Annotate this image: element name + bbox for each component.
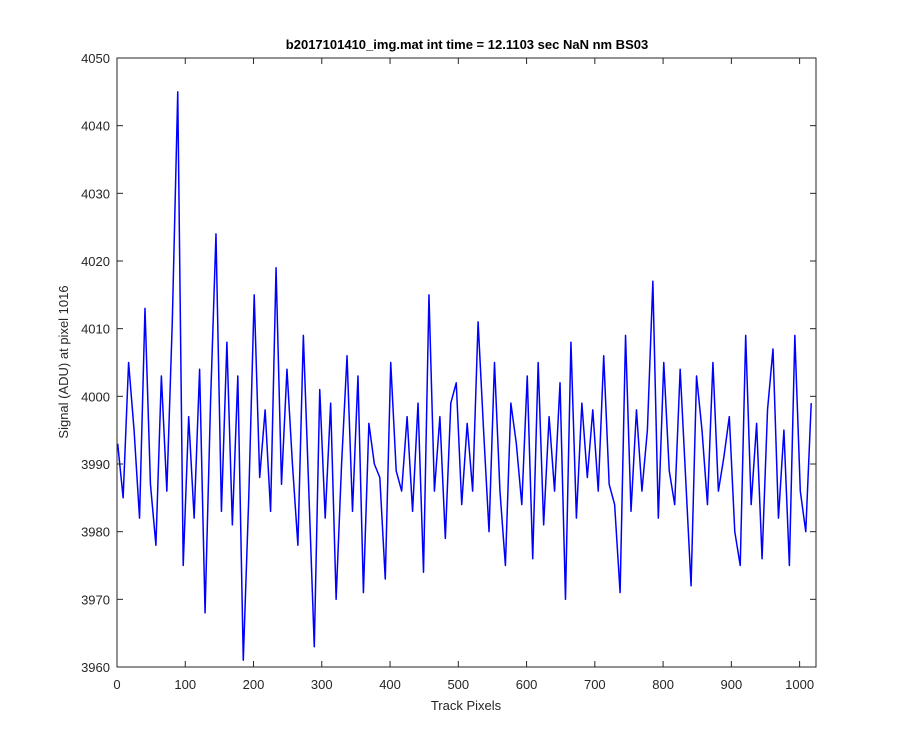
y-tick-label: 3970 <box>81 592 110 607</box>
x-tick-label: 600 <box>516 677 538 692</box>
x-tick-label: 900 <box>721 677 743 692</box>
axes-box <box>116 57 817 668</box>
axis-ticks: 0 100 200 300 400 500 600 700 800 900 1000 3960 3970… <box>81 51 816 692</box>
x-tick-label: 300 <box>311 677 333 692</box>
x-tick-label: 500 <box>447 677 469 692</box>
series-layer <box>116 91 812 661</box>
y-tick-label: 4030 <box>81 186 110 201</box>
y-tick-label: 3980 <box>81 525 110 540</box>
y-tick-label: 4000 <box>81 389 110 404</box>
x-tick-label: 100 <box>174 677 196 692</box>
axes-frame <box>116 57 817 668</box>
x-tick-label: 700 <box>584 677 606 692</box>
plot-background <box>117 58 816 667</box>
y-tick-label: 4050 <box>81 51 110 66</box>
y-tick-label: 4020 <box>81 254 110 269</box>
x-axis-label: Track Pixels <box>431 698 502 713</box>
y-tick-label: 4040 <box>81 119 110 134</box>
y-tick-label: 3960 <box>81 660 110 675</box>
x-tick-label: 200 <box>243 677 265 692</box>
x-tick-label: 400 <box>379 677 401 692</box>
y-tick-label: 3990 <box>81 457 110 472</box>
series-line-1 <box>116 91 812 661</box>
y-axis-label: Signal (ADU) at pixel 1016 <box>56 285 71 438</box>
plot-area <box>117 58 816 667</box>
x-tick-label: 1000 <box>785 677 814 692</box>
x-tick-label: 800 <box>652 677 674 692</box>
chart-title: b2017101410_img.mat int time = 12.1103 s… <box>286 37 648 52</box>
y-tick-label: 4010 <box>81 322 110 337</box>
x-tick-label: 0 <box>113 677 120 692</box>
